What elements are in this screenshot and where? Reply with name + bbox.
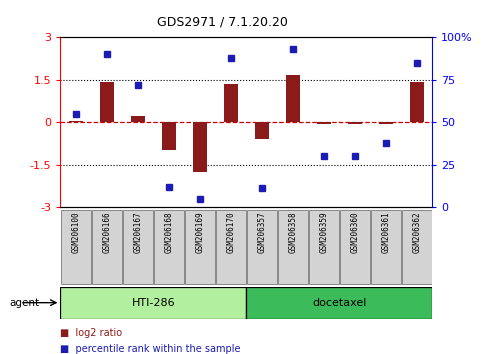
Text: GSM206362: GSM206362 <box>412 211 421 253</box>
Text: GSM206167: GSM206167 <box>133 211 142 253</box>
Text: GSM206358: GSM206358 <box>288 211 298 253</box>
Text: GSM206360: GSM206360 <box>350 211 359 253</box>
Text: docetaxel: docetaxel <box>312 298 367 308</box>
Bar <box>69 121 83 122</box>
Text: GSM206169: GSM206169 <box>195 211 204 253</box>
Text: ■  log2 ratio: ■ log2 ratio <box>60 328 123 338</box>
Bar <box>348 122 362 124</box>
Bar <box>193 122 207 172</box>
Text: GSM206170: GSM206170 <box>227 211 235 253</box>
FancyBboxPatch shape <box>154 210 184 284</box>
Text: GSM206359: GSM206359 <box>319 211 328 253</box>
Text: GSM206357: GSM206357 <box>257 211 266 253</box>
FancyBboxPatch shape <box>216 210 246 284</box>
FancyBboxPatch shape <box>340 210 370 284</box>
FancyBboxPatch shape <box>92 210 122 284</box>
Bar <box>410 82 424 122</box>
Bar <box>224 84 238 122</box>
Bar <box>131 116 145 122</box>
FancyBboxPatch shape <box>61 210 91 284</box>
FancyBboxPatch shape <box>60 287 246 319</box>
Bar <box>100 82 114 122</box>
FancyBboxPatch shape <box>278 210 308 284</box>
FancyBboxPatch shape <box>185 210 215 284</box>
Text: GSM206168: GSM206168 <box>164 211 173 253</box>
Bar <box>286 75 300 122</box>
Text: ■  percentile rank within the sample: ■ percentile rank within the sample <box>60 344 241 354</box>
Bar <box>317 122 331 124</box>
FancyBboxPatch shape <box>247 210 277 284</box>
Text: GSM206361: GSM206361 <box>381 211 390 253</box>
Text: HTI-286: HTI-286 <box>131 298 175 308</box>
FancyBboxPatch shape <box>246 287 432 319</box>
FancyBboxPatch shape <box>123 210 153 284</box>
Text: agent: agent <box>10 298 40 308</box>
FancyBboxPatch shape <box>402 210 432 284</box>
Text: GSM206100: GSM206100 <box>71 211 80 253</box>
FancyBboxPatch shape <box>370 210 401 284</box>
Text: GDS2971 / 7.1.20.20: GDS2971 / 7.1.20.20 <box>157 15 287 28</box>
FancyBboxPatch shape <box>309 210 339 284</box>
Text: GSM206166: GSM206166 <box>102 211 112 253</box>
Bar <box>379 122 393 124</box>
Bar <box>162 122 176 150</box>
Bar <box>255 122 269 139</box>
